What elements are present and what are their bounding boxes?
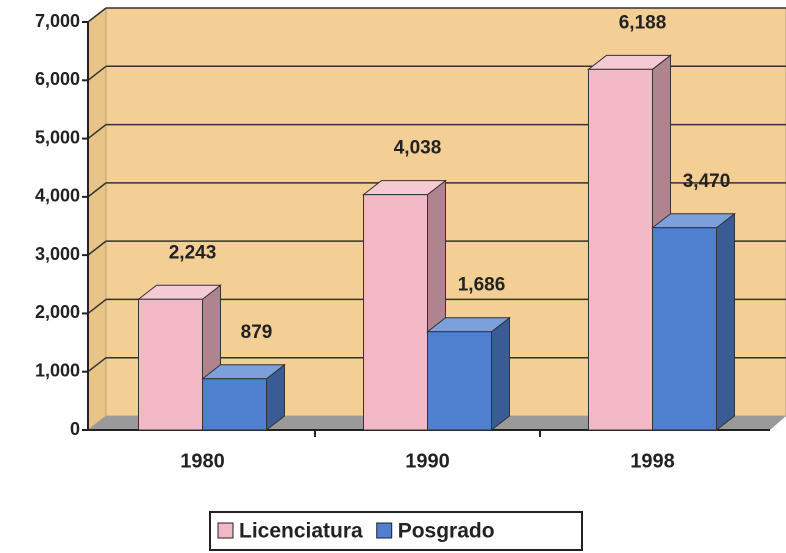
grid-line-side	[87, 298, 107, 315]
x-tick-label: 1980	[180, 450, 225, 472]
side-wall	[87, 6, 107, 432]
legend-swatch	[217, 522, 234, 539]
legend-box	[209, 511, 583, 551]
x-tick-label: 1990	[405, 450, 450, 472]
bar	[202, 378, 267, 431]
legend: Licenciatura Posgrado	[209, 511, 583, 551]
y-tick-label: 5,000	[35, 127, 80, 147]
legend-swatch	[376, 522, 393, 539]
bar	[652, 227, 717, 431]
value-label: 1,686	[458, 275, 506, 296]
bar-side	[716, 212, 735, 432]
bar	[138, 298, 203, 431]
bar-side	[491, 316, 510, 432]
bar	[363, 194, 428, 431]
grid-line-side	[87, 240, 107, 256]
y-tick-label: 0	[70, 419, 80, 439]
value-label: 4,038	[394, 138, 442, 159]
y-tick-label: 3,000	[35, 244, 80, 264]
y-tick-label: 6,000	[35, 69, 80, 89]
bar	[588, 68, 653, 431]
bar	[427, 331, 492, 431]
legend-label: Posgrado	[398, 520, 495, 543]
value-label: 6,188	[619, 12, 667, 33]
value-label: 3,470	[683, 171, 731, 192]
x-tick-label: 1998	[630, 450, 675, 472]
y-tick-label: 1,000	[35, 360, 80, 380]
value-label: 879	[241, 322, 273, 343]
grid-line-side	[87, 65, 107, 81]
grid-line-side	[87, 357, 107, 373]
grid-line-side	[87, 123, 107, 140]
y-tick-label: 4,000	[35, 186, 80, 206]
value-label: 2,243	[169, 242, 217, 263]
grid-line-side	[87, 182, 107, 198]
grid-line-side	[87, 7, 107, 23]
y-tick-label: 7,000	[35, 11, 80, 31]
y-tick-label: 2,000	[35, 302, 80, 322]
legend-label: Licenciatura	[239, 520, 363, 543]
